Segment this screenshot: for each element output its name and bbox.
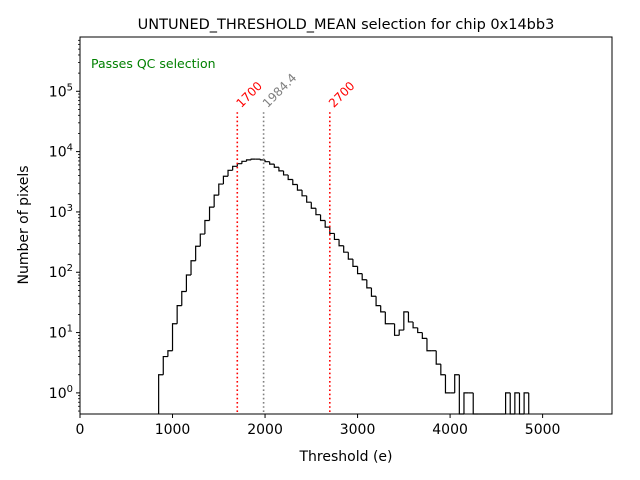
histogram-bin: [375, 296, 381, 307]
histogram-bin: [204, 219, 210, 235]
y-tick-label: 102: [49, 263, 73, 281]
histogram-bin: [338, 239, 344, 247]
histogram-bin: [241, 160, 247, 164]
y-tick-label: 100: [49, 384, 73, 402]
histogram-bin: [292, 179, 298, 186]
histogram-bin: [176, 305, 182, 324]
histogram-bin: [509, 392, 515, 415]
histogram-bin: [296, 184, 303, 191]
histogram-bin: [269, 161, 275, 165]
x-tick-label: 5000: [525, 422, 561, 438]
histogram-bin: [421, 332, 427, 340]
histogram-bin: [213, 194, 219, 208]
histogram-bin: [315, 208, 321, 216]
y-tick-label: 105: [49, 82, 73, 100]
histogram-bin: [361, 273, 367, 281]
histogram-bin: [171, 323, 178, 351]
histogram-bin: [407, 311, 414, 323]
histogram-bin: [208, 206, 215, 221]
y-tick-label: 104: [49, 143, 73, 161]
histogram-bin: [218, 183, 224, 196]
histogram-bin: [472, 392, 478, 415]
histogram-bin: [398, 329, 404, 336]
histogram-bin: [310, 202, 316, 209]
histogram-bin: [232, 165, 238, 171]
histogram-bin: [195, 245, 201, 261]
histogram-bin: [162, 355, 168, 375]
histogram-bin: [356, 266, 363, 275]
histogram-bin: [273, 164, 279, 168]
x-axis-label: Threshold (e): [299, 449, 393, 465]
x-tick-label: 3000: [340, 422, 376, 438]
histogram-bin: [352, 259, 358, 267]
histogram-bin: [514, 392, 520, 414]
histogram-bin: [393, 323, 400, 336]
histogram-bin: [301, 190, 307, 197]
histogram-bin: [287, 174, 293, 181]
histogram-bin: [333, 233, 340, 241]
histogram-bin: [384, 311, 390, 325]
threshold-line-label: 2700: [326, 79, 357, 110]
y-tick-label: 101: [49, 324, 73, 342]
histogram-bin: [329, 227, 335, 235]
histogram-bin: [324, 220, 330, 228]
histogram-bin: [523, 392, 529, 414]
histogram-bin: [190, 260, 196, 276]
histogram-bin: [264, 159, 270, 163]
histogram-bin: [380, 305, 386, 313]
histogram-bin: [426, 338, 432, 352]
histogram-bin: [347, 252, 353, 260]
chart-title: UNTUNED_THRESHOLD_MEAN selection for chi…: [138, 17, 555, 33]
x-tick-label: 2000: [247, 422, 283, 438]
histogram-bin: [245, 159, 252, 162]
threshold-line-label: 1984.4: [260, 71, 300, 111]
threshold-line-label: 1700: [234, 79, 265, 110]
histogram-series: [158, 158, 530, 415]
histogram-bin: [278, 167, 284, 172]
histogram-bin: [370, 287, 377, 297]
y-tick-label: 103: [49, 203, 73, 221]
y-axis-label: Number of pixels: [16, 165, 32, 284]
qc-pass-annotation: Passes QC selection: [91, 56, 216, 71]
histogram-bin: [167, 350, 173, 357]
histogram-bin: [185, 274, 192, 292]
histogram-bin: [227, 169, 233, 177]
histogram-bin: [518, 392, 525, 415]
histogram-bin: [435, 350, 441, 365]
histogram-bin: [412, 321, 418, 329]
histogram-bin: [403, 311, 409, 331]
histogram-bin: [454, 374, 460, 393]
x-axis-ticks: 0 1000 2000 3000 4000 5000: [76, 414, 561, 438]
x-tick-label: 1000: [155, 422, 191, 438]
histogram-bin: [181, 290, 187, 306]
histogram-bin: [366, 279, 372, 289]
histogram-bin: [463, 392, 469, 414]
y-axis-ticks: 100 101 102 103 104 105: [49, 39, 80, 412]
histogram-bin: [306, 195, 312, 203]
histogram-bin: [417, 327, 423, 334]
x-tick-label: 4000: [432, 422, 468, 438]
histogram-bin: [319, 214, 326, 222]
x-tick-label: 0: [76, 422, 85, 438]
histogram-bin: [505, 392, 511, 414]
histogram-bin: [282, 170, 289, 176]
histogram-bin: [250, 158, 256, 160]
histogram-bin: [199, 233, 205, 247]
histogram-bin: [444, 374, 451, 394]
histogram-bin: [222, 175, 229, 185]
histogram-bin: [158, 374, 164, 414]
histogram-bin: [458, 374, 464, 415]
histogram-bin: [440, 364, 446, 376]
histogram-bin: [343, 245, 349, 253]
